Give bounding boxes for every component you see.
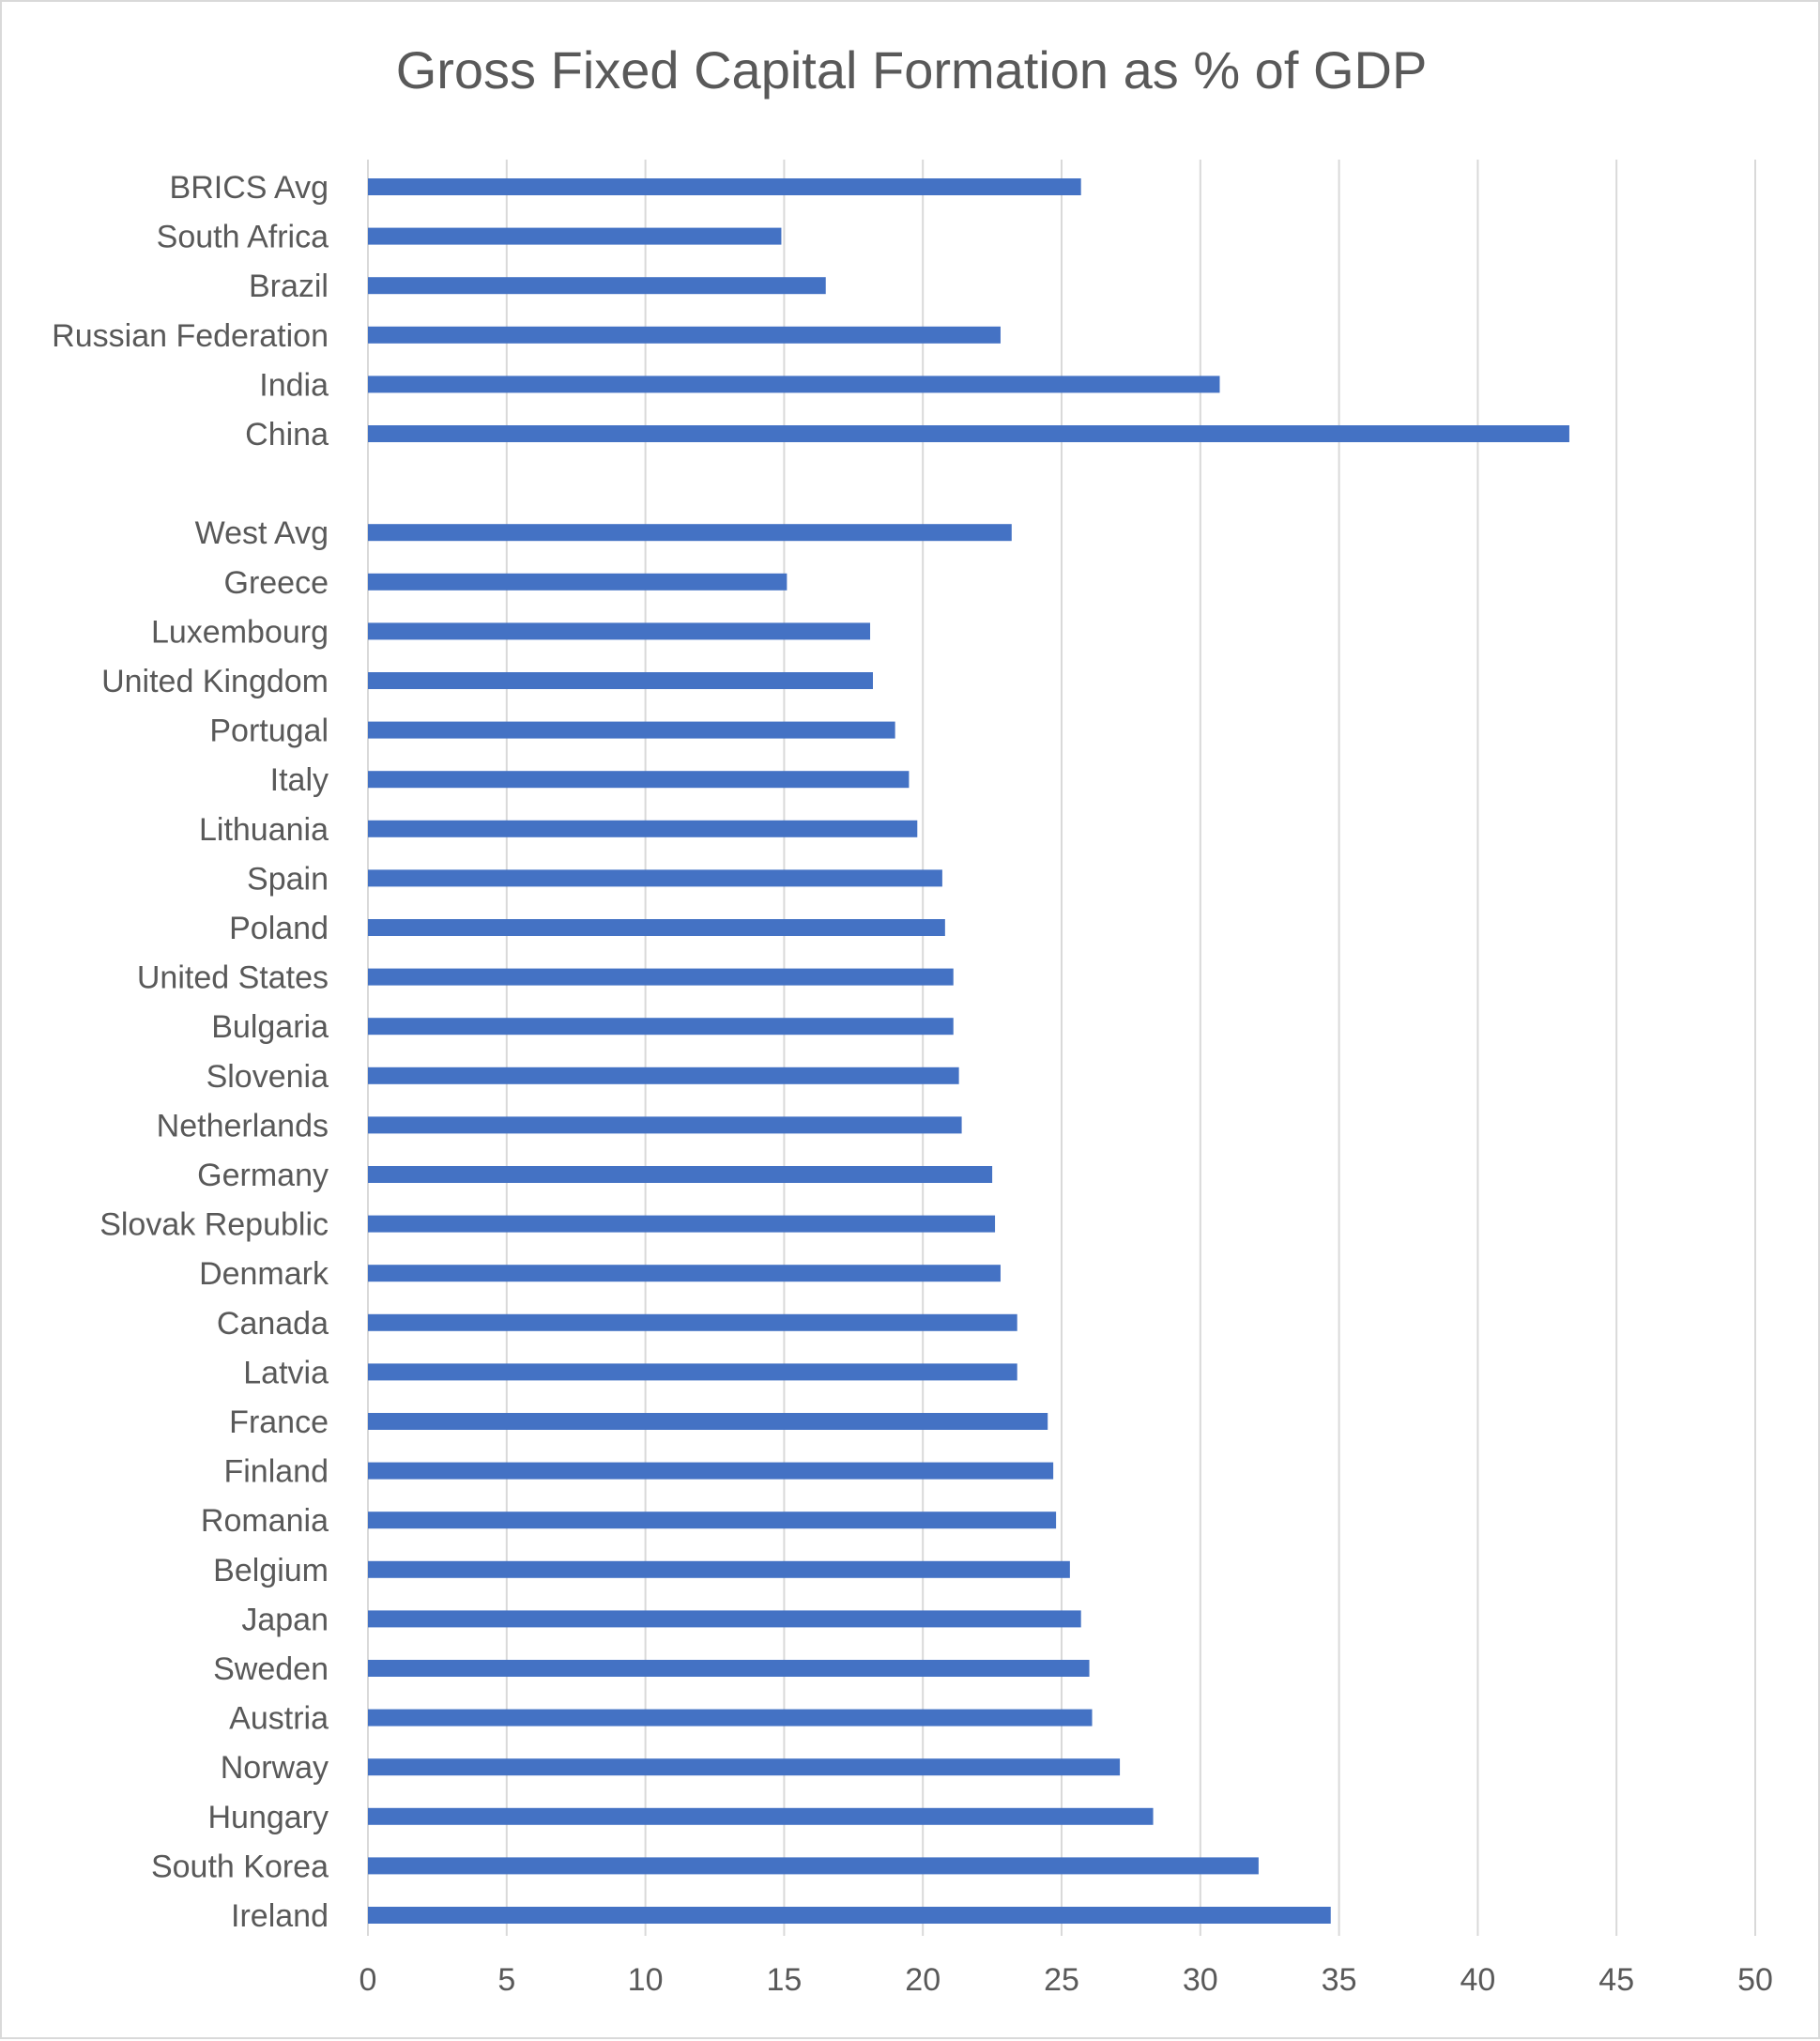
category-label: Canada [217,1306,329,1342]
category-label: Belgium [213,1553,329,1588]
bar [368,1413,1048,1430]
category-label: India [259,367,329,403]
bar [368,1857,1259,1875]
category-label: Ireland [231,1898,329,1934]
bar [368,376,1220,393]
bar [368,1215,996,1233]
bar [368,1907,1331,1924]
category-label: Russian Federation [52,318,329,354]
category-label: Sweden [213,1651,329,1687]
bar [368,1313,1017,1331]
category-label: Greece [224,565,329,601]
bar [368,524,1012,542]
category-label: Hungary [207,1800,329,1835]
category-label: United Kingdom [101,664,329,699]
bar [368,1660,1090,1677]
x-tick-label: 40 [1460,1962,1495,1998]
bar [368,1363,1017,1381]
bar [368,1807,1154,1825]
bar [368,1610,1081,1628]
category-label: Italy [270,762,329,798]
bar [368,1116,962,1134]
category-label: South Africa [157,220,329,255]
x-tick-labels: 0 5 10 15 20 25 30 35 40 45 50 [359,1962,1773,1998]
category-label: Finland [223,1454,329,1490]
bar [368,1462,1054,1480]
bar [368,425,1569,442]
category-label: Portugal [209,714,329,749]
x-tick-label: 5 [497,1962,515,1998]
bars [368,178,1569,1924]
category-label: West Avg [195,515,329,551]
category-label: Austria [229,1701,329,1737]
bar [368,1512,1057,1529]
x-tick-label: 30 [1183,1962,1218,1998]
category-label: Norway [221,1750,329,1786]
category-label: Japan [241,1602,329,1637]
x-tick-label: 15 [766,1962,802,1998]
category-label: United States [137,960,329,996]
bar [368,721,895,739]
x-tick-label: 25 [1044,1962,1079,1998]
bar [368,1758,1121,1776]
bar [368,968,954,986]
category-label: Romania [201,1503,329,1539]
bar [368,1166,993,1183]
category-label: Latvia [243,1355,329,1390]
category-label: Luxembourg [151,614,329,650]
x-tick-label: 0 [359,1962,377,1998]
category-label: France [229,1404,329,1440]
x-tick-label: 35 [1322,1962,1357,1998]
bar [368,573,788,591]
bar [368,869,942,887]
bar [368,277,826,295]
bar [368,1067,959,1084]
category-label: South Korea [151,1849,329,1884]
x-tick-label: 50 [1737,1962,1773,1998]
category-label: BRICS Avg [170,170,329,206]
category-label: Bulgaria [211,1009,329,1045]
x-tick-label: 45 [1598,1962,1634,1998]
bar [368,771,910,789]
category-label: Denmark [199,1256,329,1292]
category-label: Germany [197,1158,329,1193]
category-label: Lithuania [199,812,329,848]
bar [368,1560,1070,1578]
bar [368,919,945,936]
bar [368,1018,954,1036]
category-label: China [245,417,329,453]
chart-title: Gross Fixed Capital Formation as % of GD… [396,40,1428,100]
bar [368,820,918,837]
bar [368,622,871,640]
bar [368,227,782,245]
bar [368,1709,1093,1726]
bar [368,178,1081,195]
x-tick-label: 10 [628,1962,664,1998]
bar [368,1265,1001,1282]
category-labels: BRICS Avg South Africa Brazil Russian Feder… [52,170,329,1934]
gridlines [367,160,1756,1936]
category-label: Slovenia [206,1059,329,1095]
bar [368,326,1001,344]
category-label: Netherlands [157,1108,329,1143]
category-label: Poland [229,911,329,946]
category-label: Brazil [249,269,329,304]
category-label: Slovak Republic [99,1207,329,1243]
bar [368,672,873,689]
category-label: Spain [247,861,329,897]
x-tick-label: 20 [905,1962,941,1998]
